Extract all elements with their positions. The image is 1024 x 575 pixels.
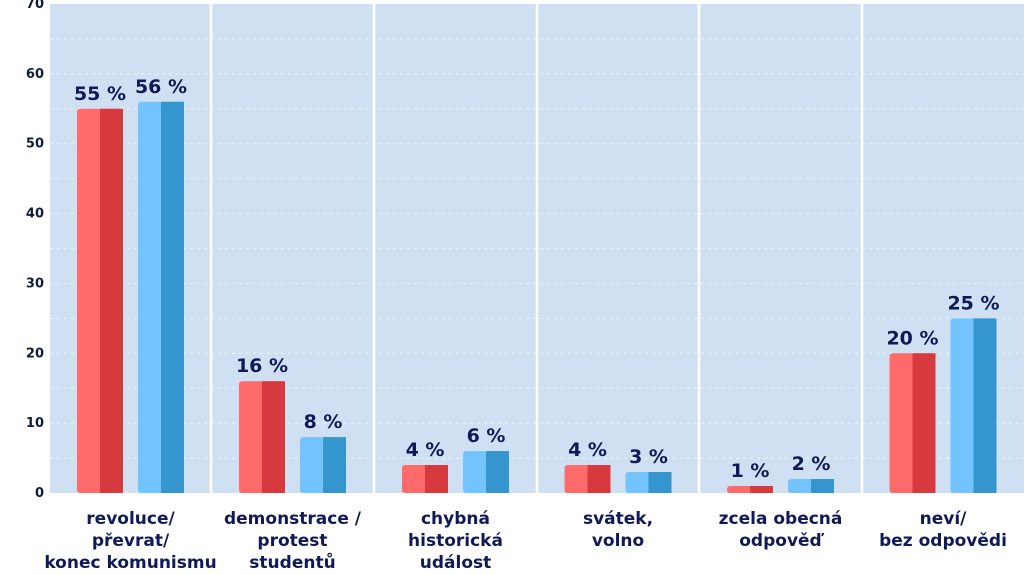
bar [402,465,448,493]
y-tick-label: 50 [26,137,44,152]
bar-dark-half [811,479,834,493]
bar [950,318,997,493]
category-label-line: konec komunismu [44,553,216,573]
category-label: svátek, volno [583,509,653,551]
bar [239,381,285,493]
category-label-line: událost [420,553,492,573]
category-label: chybná historická událost [408,509,503,573]
value-label: 16 % [236,355,288,377]
bar [788,479,834,493]
y-tick-label: 30 [26,276,44,291]
bar-dark-half [648,472,672,493]
category-label: revoluce/převrat/konec komunismu [44,509,216,573]
category-label: zcela obecná odpověď [719,509,843,551]
category-labels: revoluce/převrat/konec komunismudemonstr… [44,509,1007,573]
category-label-line: historická [408,531,503,551]
y-axis: 0 10 20 30 40 50 60 70 [26,0,44,501]
bar-dark-half [486,451,509,493]
bar-dark-half [912,353,936,493]
value-label: 4 % [406,439,445,461]
bar-dark-half [323,437,346,493]
value-label: 56 % [135,76,187,98]
value-label: 1 % [731,460,770,482]
bar [77,108,123,494]
category-label-line: zcela obecná [719,509,843,529]
category-label: neví/bez odpovědi [879,509,1007,551]
value-label: 4 % [568,439,607,461]
y-tick-label: 10 [26,416,44,431]
bar [889,353,936,493]
category-label-line: bez odpovědi [879,531,1007,551]
category-label-line: převrat/ [92,531,170,551]
value-label: 2 % [792,453,831,475]
bar [300,437,346,493]
bar-dark-half [100,108,123,494]
bar [727,486,773,493]
y-tick-label: 20 [26,346,44,361]
category-label-line: odpověď [739,531,824,551]
value-label: 6 % [467,425,506,447]
y-tick-label: 40 [26,207,44,222]
value-labels: 55 % 56 % 16 % 8 % 4 % 6 % 4 % 3 % 1 % 2 % 20 % 25 … [74,76,1000,482]
gridlines [50,4,1024,493]
value-label: 25 % [947,292,999,314]
category-label-line: volno [592,531,644,551]
bar-dark-half [587,465,611,493]
category-label-line: revoluce/ [86,509,175,529]
bar-dark-half [973,318,997,493]
y-tick-label: 60 [26,67,44,82]
category-label-line: svátek, [583,509,653,529]
value-label: 55 % [74,83,126,105]
value-label: 8 % [304,411,343,433]
value-label: 3 % [629,446,668,468]
category-label-line: studentů [249,551,335,573]
bar-dark-half [750,486,773,493]
bar-dark-half [425,465,448,493]
bar [564,465,611,493]
bars [77,101,997,494]
bar [138,101,184,494]
bar-dark-half [262,381,285,493]
bar [463,451,509,493]
category-label-line: neví/ [920,509,968,529]
category-label-line: chybná [421,509,490,529]
category-label-line: protest [257,531,327,551]
category-label: demonstrace / protest studentů [224,509,362,573]
y-tick-label: 0 [35,486,44,501]
bar [625,472,672,493]
value-label: 20 % [886,327,938,349]
category-label-line: demonstrace / [224,509,362,529]
bar-dark-half [161,101,184,494]
y-tick-label: 70 [26,0,44,12]
